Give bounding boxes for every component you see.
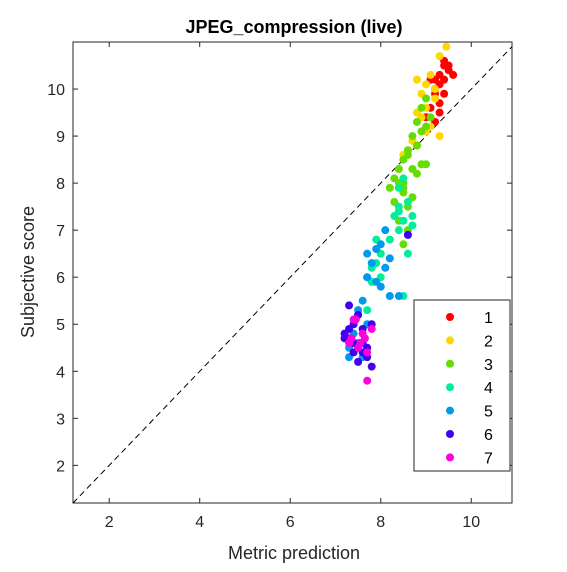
data-point-series-7 [363,376,372,385]
data-point-series-4 [394,226,403,235]
legend-marker-1 [446,313,454,321]
legend-marker-4 [446,383,454,392]
legend-label-4: 4 [484,380,493,397]
y-tick-label: 8 [56,176,65,193]
data-point-series-4 [399,216,408,225]
data-point-series-2 [435,52,444,61]
data-point-series-5 [376,282,385,291]
legend-items: 1 2 3 4 5 6 7 [446,310,493,467]
data-point-series-1 [440,89,449,98]
data-point-series-3 [412,141,421,150]
y-tick-label: 7 [56,223,65,240]
data-point-series-7 [356,339,365,348]
data-point-series-4 [385,235,394,244]
legend-box [413,299,511,472]
data-point-series-6 [345,301,354,310]
data-point-series-1 [449,70,458,79]
data-point-series-2 [431,85,440,94]
legend-label-6: 6 [484,427,493,444]
data-point-series-4 [394,183,403,192]
data-points [340,42,458,385]
data-point-series-3 [399,240,408,249]
data-point-series-2 [435,132,444,141]
legend-marker-5 [446,406,454,415]
legend-label-2: 2 [484,333,493,350]
x-tick-label: 10 [462,514,480,531]
legend-marker-2 [446,336,454,345]
legend-marker-7 [446,453,454,462]
data-point-series-2 [412,75,421,84]
chart-title: JPEG_compression (live) [185,17,402,37]
data-point-series-3 [408,132,417,141]
data-point-series-4 [408,212,417,221]
data-point-series-5 [385,292,394,301]
data-point-series-3 [385,183,394,192]
data-point-series-3 [426,113,435,122]
data-point-series-5 [363,249,372,258]
y-tick-label: 9 [56,129,65,146]
legend-label-5: 5 [484,404,493,421]
data-point-series-7 [349,315,358,324]
data-point-series-4 [394,207,403,216]
data-point-series-6 [403,230,412,239]
x-tick-label: 8 [376,514,385,531]
data-point-series-5 [394,292,403,301]
data-point-series-7 [363,348,372,357]
data-point-series-3 [412,169,421,178]
data-point-series-5 [372,244,381,253]
x-axis-label: Metric prediction [228,543,360,563]
data-point-series-4 [399,174,408,183]
data-point-series-4 [403,197,412,206]
data-point-series-2 [431,94,440,103]
data-point-series-5 [367,259,376,268]
data-point-series-3 [422,94,431,103]
y-axis-label: Subjective score [18,206,38,338]
data-point-series-3 [417,127,426,136]
data-point-series-3 [417,103,426,112]
data-point-series-2 [422,80,431,89]
data-point-series-7 [367,324,376,333]
legend: 1 2 3 4 5 6 7 [413,299,511,472]
x-tick-label: 4 [195,514,204,531]
data-point-series-2 [442,42,451,51]
data-point-series-5 [381,226,390,235]
data-point-series-3 [403,150,412,159]
data-point-series-7 [345,339,354,348]
legend-marker-3 [446,359,454,368]
data-point-series-3 [394,165,403,174]
data-point-series-2 [426,70,435,79]
legend-label-7: 7 [484,450,493,467]
x-tick-label: 2 [105,514,114,531]
y-tick-label: 10 [47,82,65,99]
data-point-series-1 [440,75,449,84]
data-point-series-5 [358,296,367,305]
data-point-series-5 [381,263,390,272]
data-point-series-4 [363,306,372,315]
data-point-series-3 [422,160,431,169]
data-point-series-6 [367,362,376,371]
data-point-series-3 [412,117,421,126]
data-point-series-5 [363,273,372,282]
data-point-series-5 [385,254,394,263]
y-tick-label: 5 [56,317,65,334]
legend-marker-6 [446,430,454,438]
data-point-series-1 [435,108,444,117]
data-point-series-6 [345,324,354,333]
y-tick-label: 4 [56,364,65,381]
x-tick-label: 6 [286,514,295,531]
data-point-series-6 [354,357,363,366]
y-tick-label: 3 [56,411,65,428]
data-point-series-1 [440,61,449,70]
legend-label-3: 3 [484,357,493,374]
legend-label-1: 1 [484,310,493,327]
data-point-series-4 [408,221,417,230]
y-tick-label: 2 [56,458,65,475]
y-tick-label: 6 [56,270,65,287]
data-point-series-4 [403,249,412,258]
reference-line-y-equals-x [72,46,513,504]
